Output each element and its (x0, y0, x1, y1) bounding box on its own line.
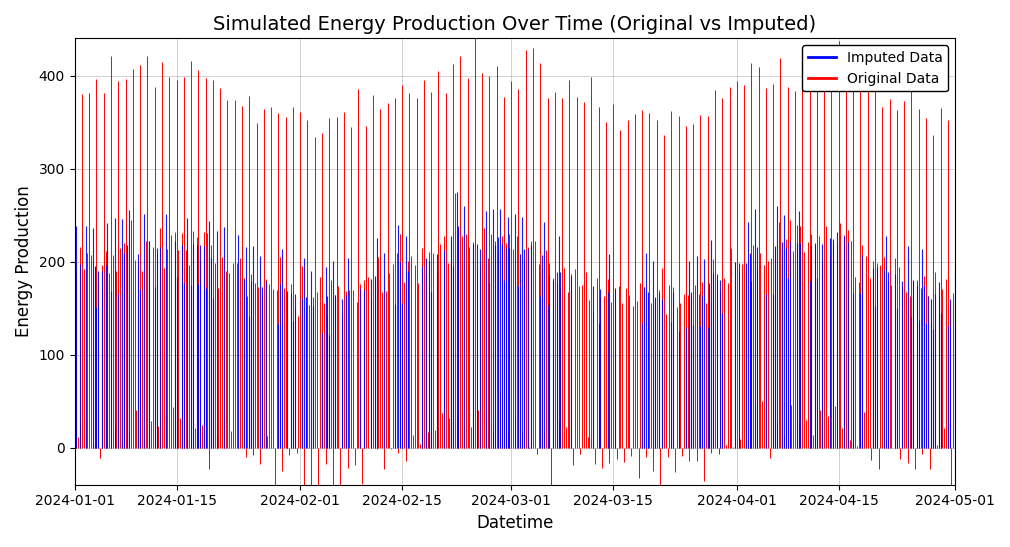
Title: Simulated Energy Production Over Time (Original vs Imputed): Simulated Energy Production Over Time (O… (213, 15, 816, 34)
Y-axis label: Energy Production: Energy Production (15, 185, 33, 337)
X-axis label: Datetime: Datetime (476, 514, 553, 532)
Legend: Imputed Data, Original Data: Imputed Data, Original Data (802, 45, 948, 91)
